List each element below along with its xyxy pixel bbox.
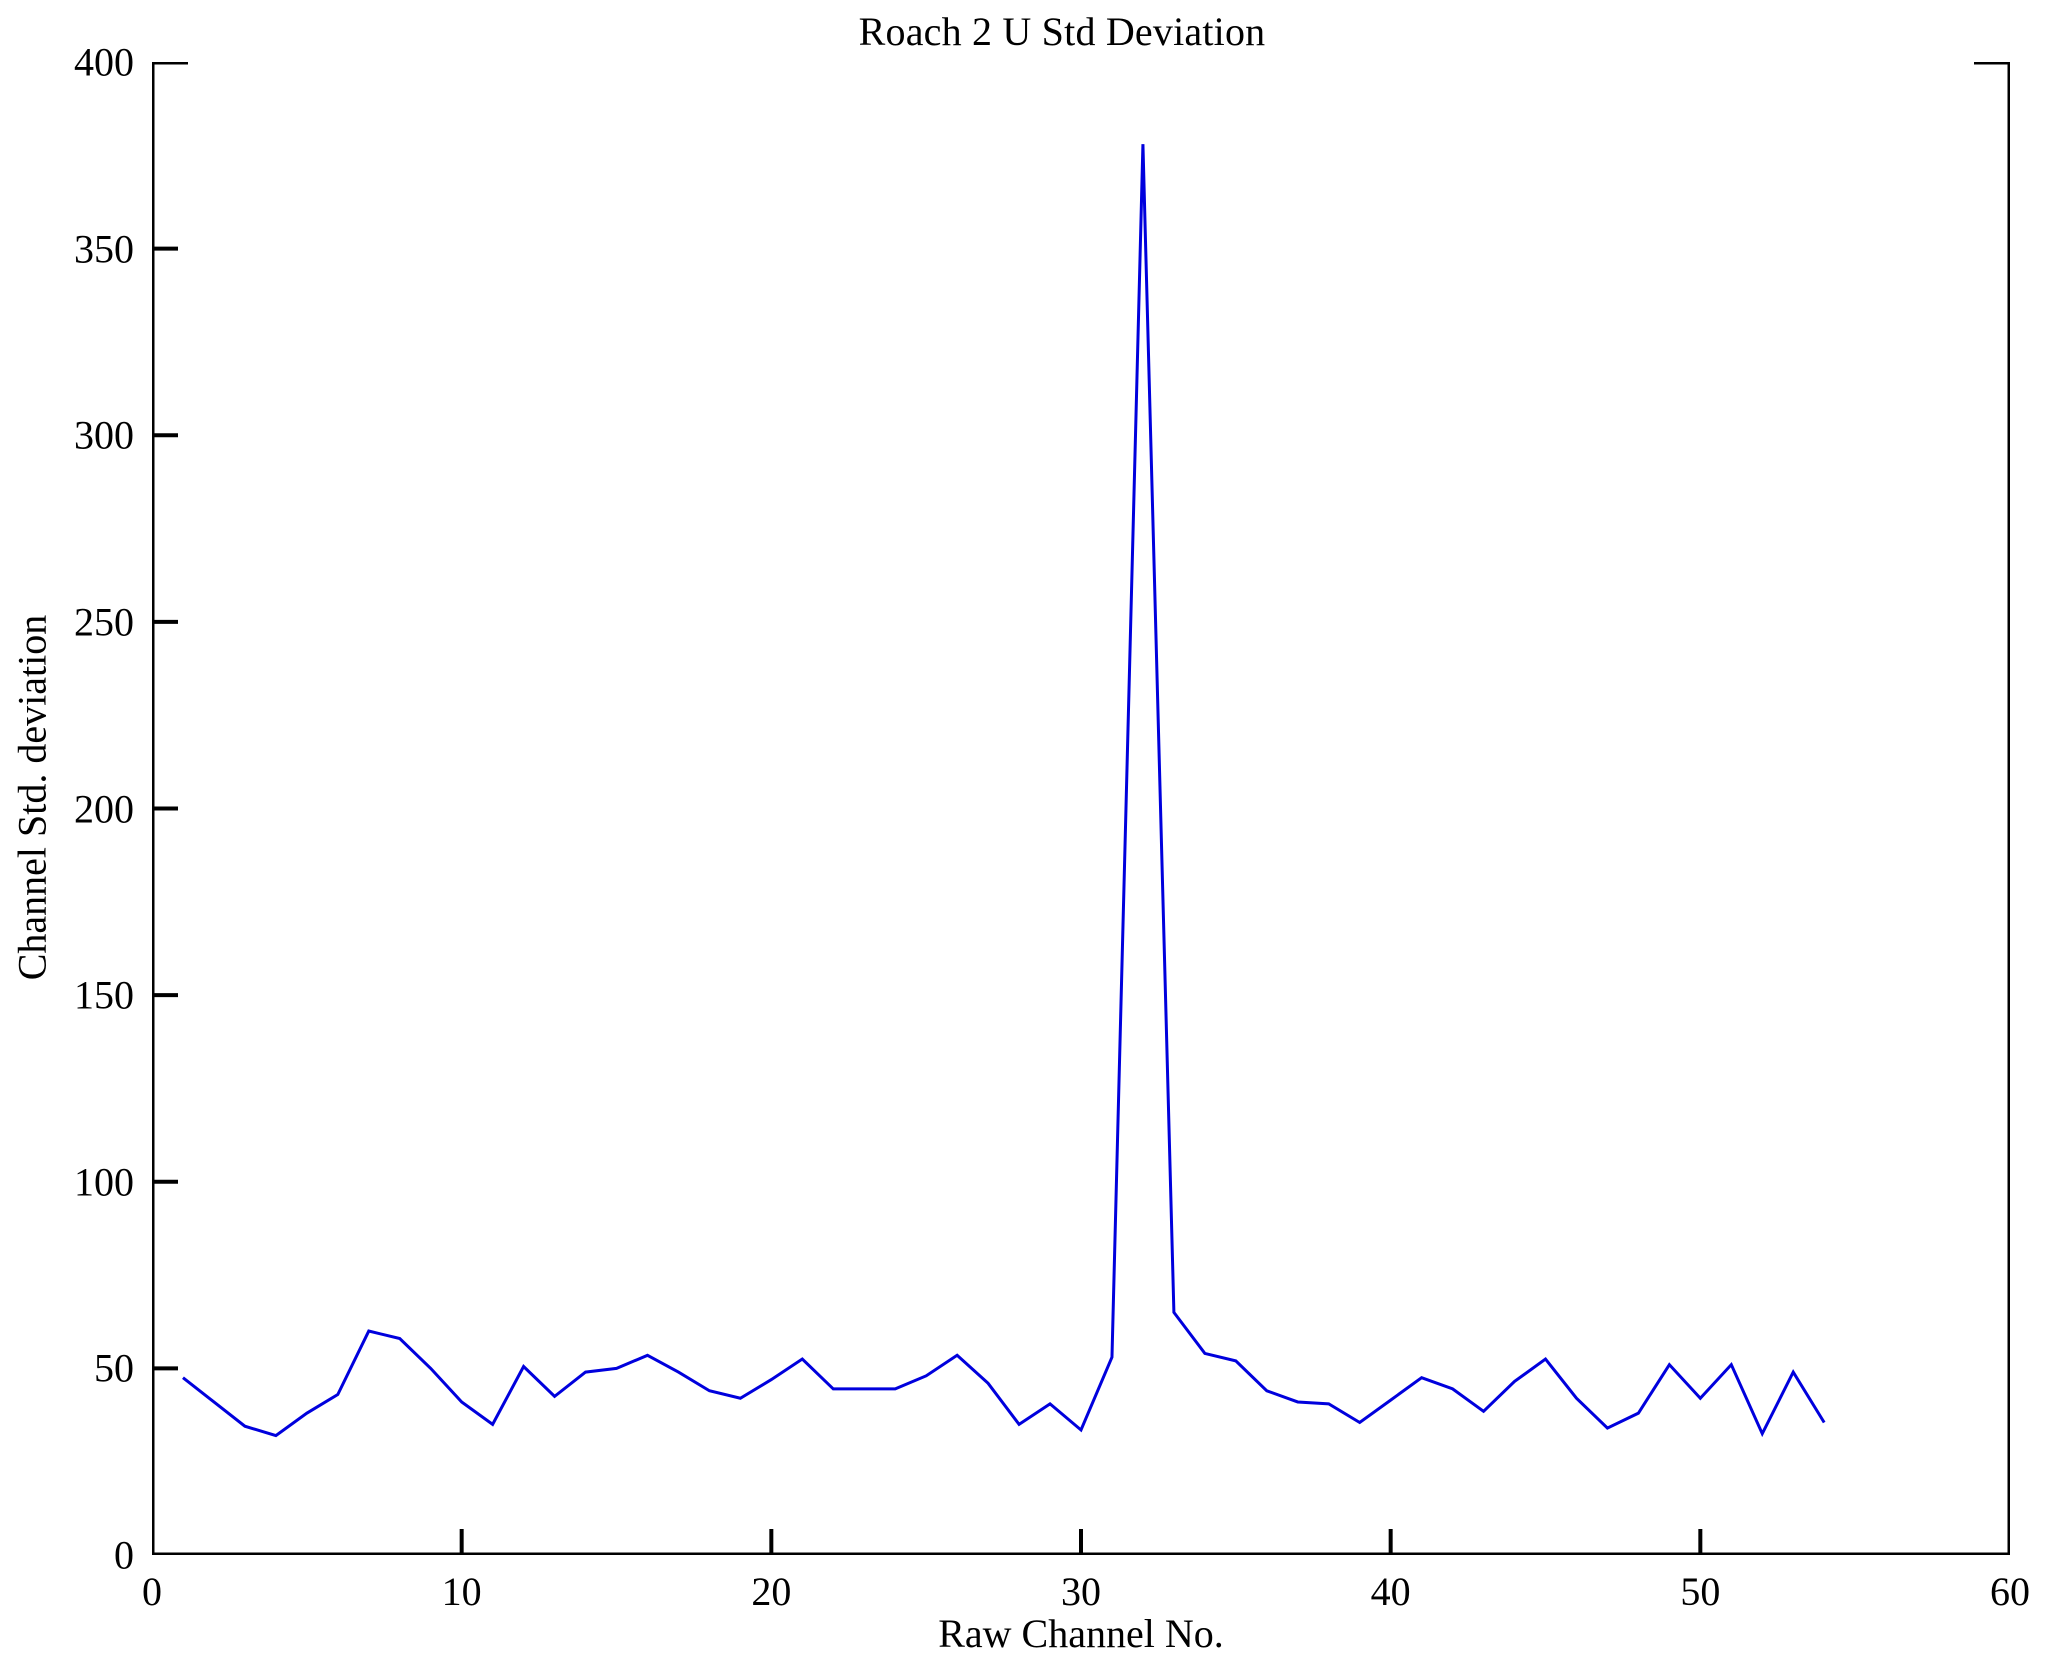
y-tick-label: 350 xyxy=(74,226,134,272)
y-axis-label: Channel Std. deviation xyxy=(9,614,55,981)
y-tick-label: 100 xyxy=(74,1159,134,1205)
y-tick-label: 50 xyxy=(94,1345,134,1391)
y-tick-label: 200 xyxy=(74,786,134,831)
y-tick-label: 150 xyxy=(74,972,134,1018)
x-tick-label: 50 xyxy=(1680,1569,1721,1614)
y-tick-label: 400 xyxy=(74,39,134,85)
x-tick-label: 20 xyxy=(751,1569,792,1614)
x-tick-label: 40 xyxy=(1370,1569,1411,1614)
chart-title: Roach 2 U Std Deviation xyxy=(858,9,1266,54)
y-tick-label: 300 xyxy=(74,412,134,458)
y-tick-label: 0 xyxy=(114,1532,134,1578)
x-tick-label: 10 xyxy=(441,1569,482,1614)
y-axis-tick-labels: 0 50 100 150 200 250 300 350 400 xyxy=(0,0,134,1671)
series-polyline xyxy=(183,144,1824,1435)
x-tick-label: 30 xyxy=(1061,1569,1101,1614)
x-axis-label: Raw Channel No. xyxy=(938,1611,1224,1656)
data-series-line xyxy=(152,62,2010,1555)
x-tick-label: 0 xyxy=(142,1569,162,1614)
x-tick-label: 60 xyxy=(1990,1569,2030,1614)
plot-area xyxy=(152,62,2010,1555)
y-tick-label: 250 xyxy=(74,599,134,645)
